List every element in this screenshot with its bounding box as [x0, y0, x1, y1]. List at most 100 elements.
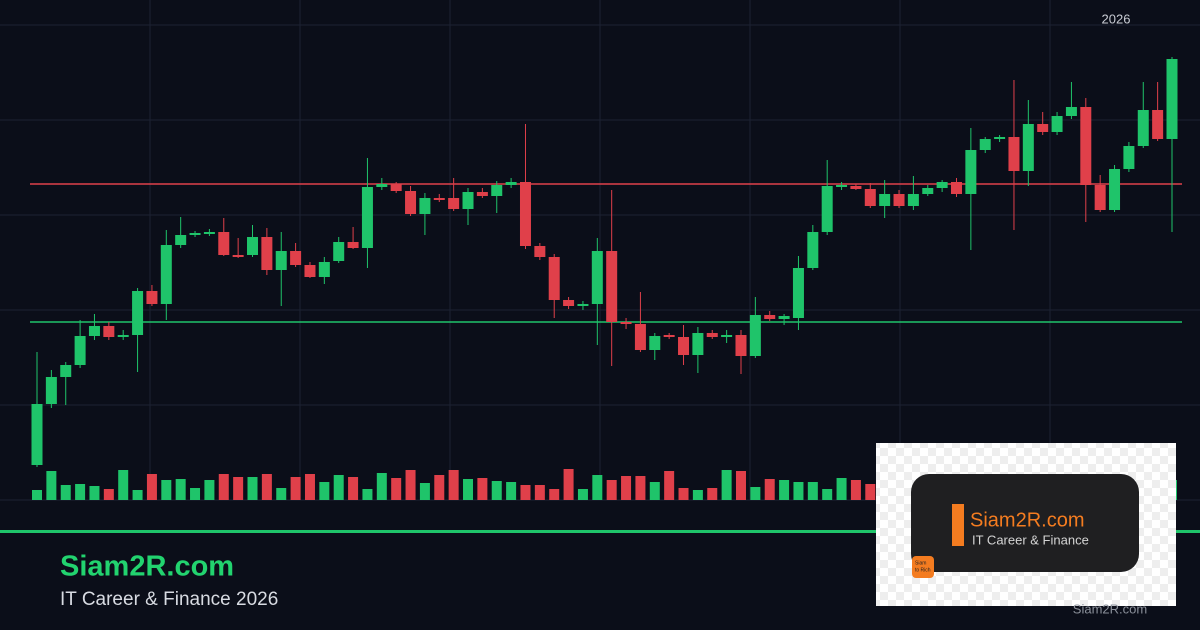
candle-body: [836, 185, 848, 187]
volume-bar: [75, 484, 86, 500]
volume-bar: [592, 475, 603, 500]
candle-body: [247, 237, 259, 255]
candle-body: [591, 251, 603, 304]
volume-bar: [707, 488, 718, 500]
candle-body: [577, 304, 589, 306]
candle-body: [304, 265, 316, 277]
volume-bar: [419, 483, 430, 500]
candle-body: [965, 150, 977, 194]
candle-body: [950, 182, 962, 194]
volume-bar: [233, 477, 244, 500]
candle-body: [864, 189, 876, 206]
volume-bar: [735, 471, 746, 500]
volume-bar: [865, 484, 876, 500]
candle-body: [1008, 137, 1020, 171]
volume-bar: [391, 478, 402, 500]
candle-body: [45, 377, 57, 404]
volume-bar: [103, 489, 114, 500]
candle-body: [534, 246, 546, 257]
candle-body: [620, 322, 632, 324]
candle-body: [419, 198, 431, 214]
candle-body: [879, 194, 891, 206]
candle-body: [347, 242, 359, 248]
volume-bar: [836, 478, 847, 500]
volume-bar: [348, 477, 359, 500]
volume-bar: [779, 480, 790, 500]
candle-body: [31, 404, 43, 465]
card-subtitle: IT Career & Finance: [972, 532, 1089, 547]
candle-body: [764, 315, 776, 319]
candle-body: [634, 324, 646, 350]
candle-body: [850, 186, 862, 189]
volume-bar: [764, 479, 775, 500]
candle-body: [160, 245, 172, 304]
volume-bar: [807, 482, 818, 500]
volume-bar: [577, 489, 588, 500]
candle-body: [1037, 124, 1049, 132]
candle-body: [1094, 185, 1106, 210]
volume-bar: [175, 479, 186, 500]
volume-bar: [606, 480, 617, 500]
candle-body: [290, 251, 302, 265]
candle-body: [146, 291, 158, 304]
volume-bar: [822, 489, 833, 500]
volume-bar: [190, 488, 201, 500]
candle-body: [88, 326, 100, 336]
volume-bar: [405, 470, 416, 500]
brand-title: Siam2R.com: [60, 551, 234, 583]
volume-bar: [132, 490, 143, 500]
candle-body: [1065, 107, 1077, 116]
candle-body: [994, 137, 1006, 139]
candle-body: [922, 188, 934, 194]
volume-bar: [118, 470, 129, 500]
volume-bar: [448, 470, 459, 500]
candle-body: [333, 242, 345, 261]
icon-text: Siam: [915, 560, 926, 566]
volume-bar: [563, 469, 574, 500]
logo-card: Siam2R.com IT Career & Finance Siam to R…: [876, 443, 1176, 606]
candle-body: [649, 336, 661, 350]
candle-body: [103, 326, 115, 337]
candle-body: [361, 187, 373, 248]
volume-bar: [276, 488, 287, 500]
volume-bar: [793, 482, 804, 500]
candle-body: [749, 315, 761, 356]
period-label: 2026: [1102, 11, 1131, 26]
card-title: Siam2R.com: [970, 509, 1084, 531]
volume-bar: [477, 478, 488, 500]
candle-body: [462, 192, 474, 209]
volume-bar: [204, 480, 215, 500]
card-icon: [912, 556, 934, 578]
candle-body: [74, 336, 86, 365]
candle-body: [433, 198, 445, 200]
candle-body: [1123, 146, 1135, 169]
volume-bar: [290, 477, 301, 500]
volume-bar: [161, 480, 172, 500]
candle-body: [218, 232, 230, 255]
candle-body: [491, 185, 503, 196]
candle-body: [1137, 110, 1149, 146]
candle-body: [807, 232, 819, 268]
candle-body: [778, 316, 790, 319]
volume-bar: [692, 490, 703, 500]
candle-body: [60, 365, 72, 377]
candle-body: [189, 233, 201, 235]
volume-bar: [549, 489, 560, 500]
volume-bar: [750, 487, 761, 500]
candle-body: [821, 186, 833, 232]
volume-bar: [621, 476, 632, 500]
candle-body: [1022, 124, 1034, 171]
candle-body: [563, 300, 575, 306]
candle-body: [936, 182, 948, 188]
volume-bar: [32, 490, 42, 500]
volume-bar: [319, 482, 330, 500]
candle-body: [792, 268, 804, 318]
candle-body: [318, 262, 330, 277]
candle-body: [1166, 59, 1178, 139]
icon-text: to Rich: [915, 567, 931, 573]
volume-bar: [304, 474, 315, 500]
candle-body: [390, 184, 402, 191]
volume-bar: [520, 485, 531, 500]
volume-bar: [635, 476, 646, 500]
